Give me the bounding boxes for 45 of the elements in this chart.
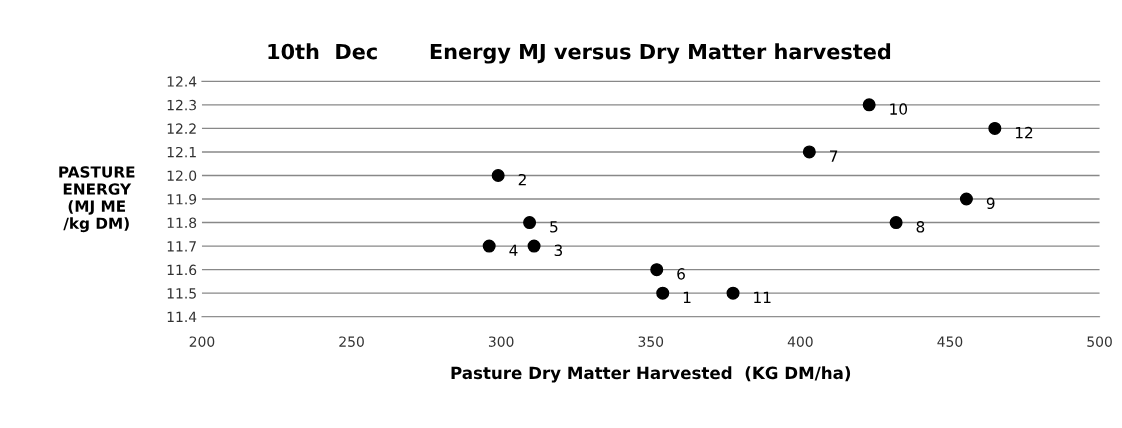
point — [491, 168, 505, 182]
annotation: 5 — [550, 221, 558, 233]
x-tick-label: 300 — [488, 336, 514, 347]
annotation: 6 — [677, 268, 685, 280]
y-tick-label: 12.4 — [167, 76, 197, 87]
annotation: 3 — [554, 244, 563, 257]
y-tick-label: 12.3 — [167, 99, 196, 111]
y-tick-label: 11.6 — [167, 264, 197, 276]
annotation: 1 — [683, 291, 691, 303]
point — [802, 145, 816, 159]
annotation: 2 — [518, 173, 526, 186]
point — [726, 286, 740, 300]
y-tick-label: 12.2 — [167, 123, 196, 134]
annotation: 4 — [509, 244, 518, 256]
point — [523, 216, 537, 230]
annotation: 12 — [1015, 126, 1033, 139]
y-tick-label: 11.7 — [167, 241, 196, 252]
point — [656, 286, 670, 300]
y-axis-title: PASTURE ENERGY (MJ ME /kg DM) — [59, 166, 135, 233]
x-axis-title: Pasture Dry Matter Harvested (KG DM/ha) — [451, 366, 851, 383]
y-tick-label: 11.5 — [167, 288, 196, 299]
annotation: 7 — [830, 150, 838, 162]
point — [959, 192, 973, 206]
point — [527, 239, 541, 253]
annotation: 11 — [754, 291, 771, 303]
x-tick-label: 250 — [339, 336, 364, 347]
point — [889, 216, 903, 230]
x-tick-label: 350 — [638, 336, 664, 347]
point — [650, 263, 664, 277]
chart-title: 10th Dec Energy MJ versus Dry Matter harvested — [268, 43, 891, 64]
annotation: 9 — [986, 197, 995, 210]
x-tick-label: 200 — [189, 336, 215, 347]
x-tick-label: 450 — [937, 336, 963, 347]
point — [988, 121, 1002, 135]
annotation: 8 — [916, 220, 925, 233]
y-tick-label: 11.9 — [167, 193, 197, 205]
x-tick-label: 500 — [1087, 336, 1112, 347]
point — [862, 98, 876, 112]
y-tick-label: 11.4 — [167, 311, 197, 322]
y-tick-label: 12.0 — [167, 170, 197, 181]
y-tick-label: 12.1 — [167, 146, 196, 158]
point — [482, 239, 496, 253]
y-tick-label: 11.8 — [167, 217, 197, 229]
annotation: 10 — [890, 103, 908, 115]
x-tick-label: 400 — [787, 336, 813, 347]
